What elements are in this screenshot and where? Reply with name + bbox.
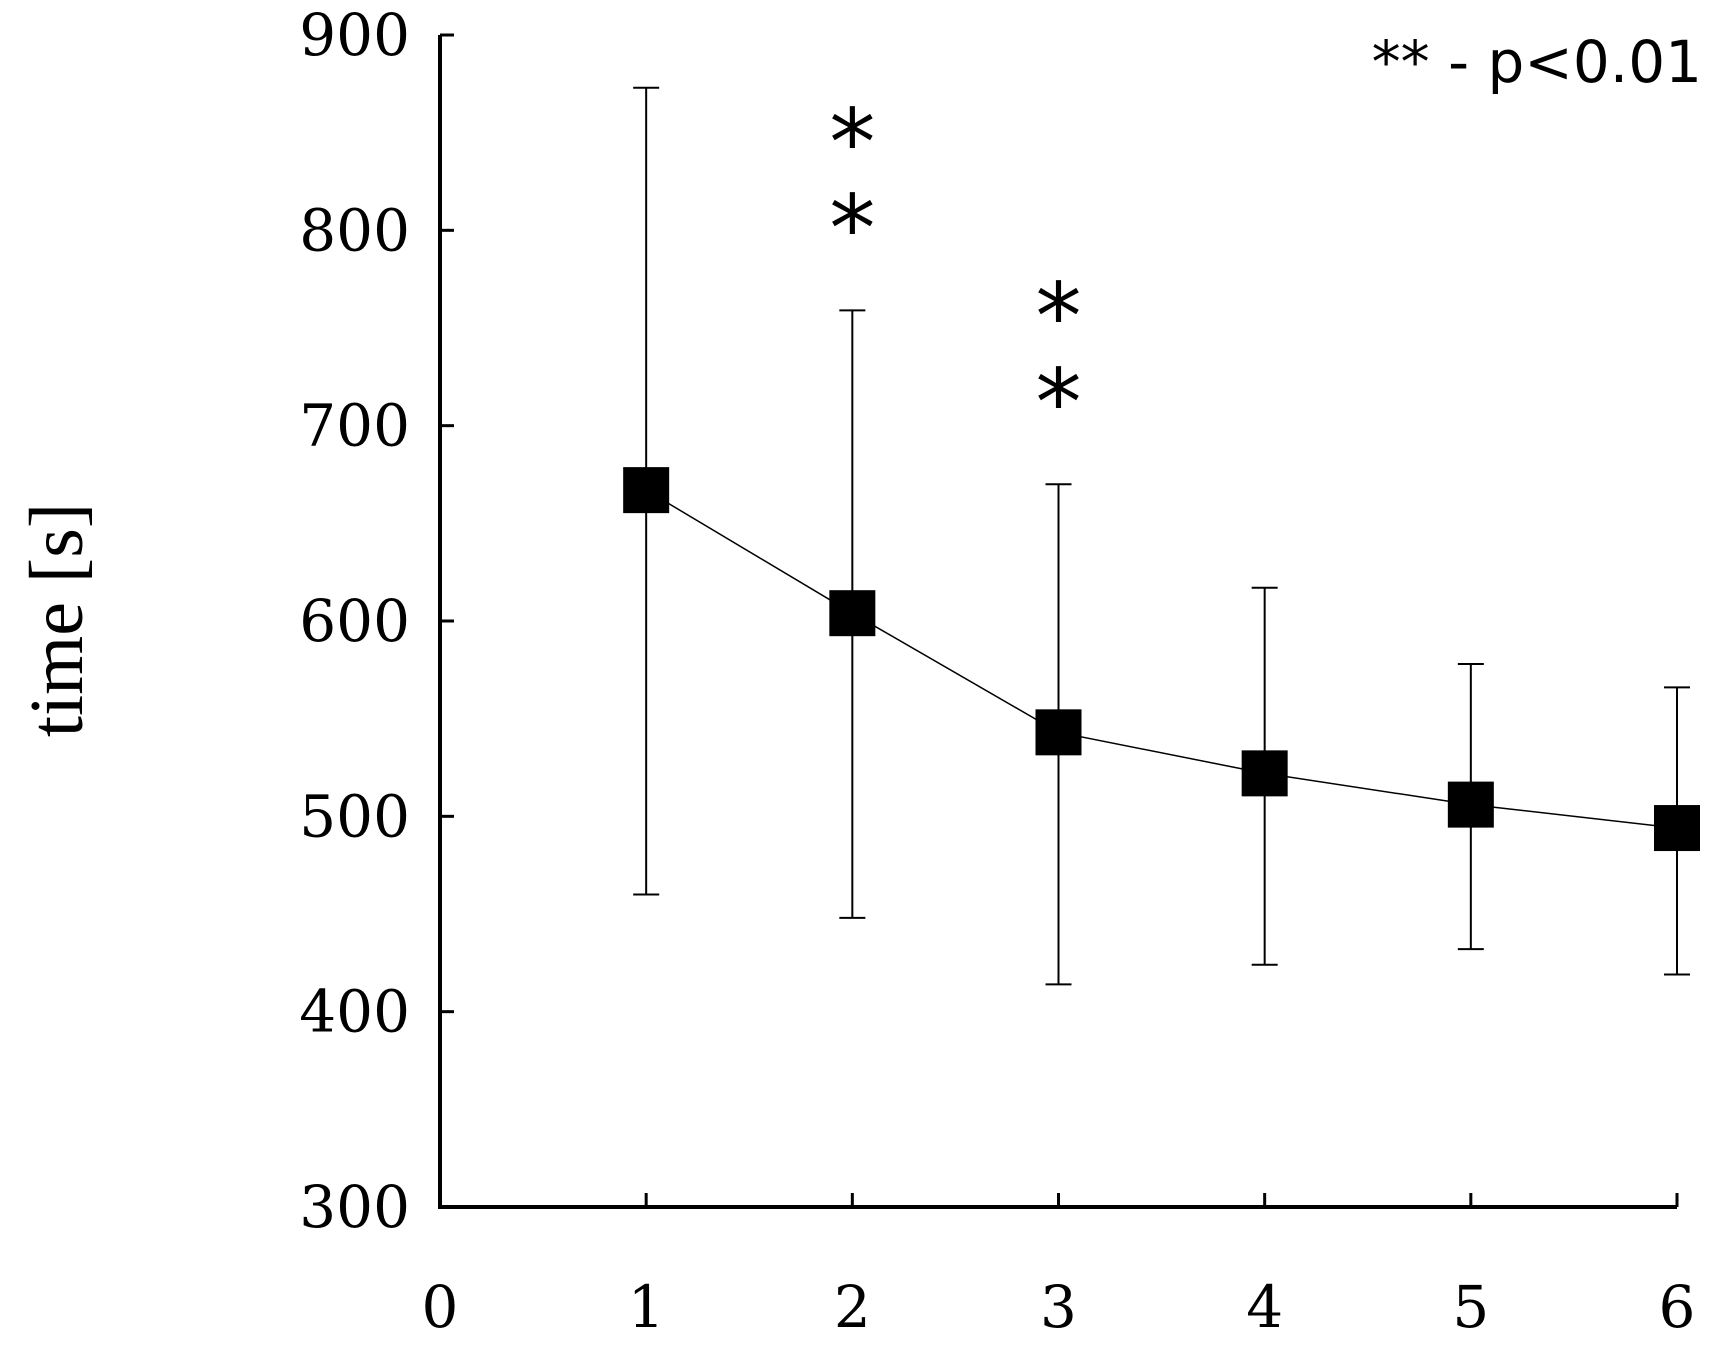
tick-marks <box>438 33 1679 1209</box>
x-tick-label: 6 <box>1659 1273 1696 1341</box>
data-point-marker <box>829 590 876 637</box>
y-tick-label: 500 <box>299 782 410 850</box>
x-tick-label: 3 <box>1040 1273 1077 1341</box>
y-tick-label: 900 <box>299 1 410 69</box>
data-point-marker <box>1035 709 1082 756</box>
error-bars <box>633 86 1690 986</box>
significance-star: * <box>829 89 875 196</box>
x-tick-label: 2 <box>834 1273 871 1341</box>
markers <box>623 467 1700 852</box>
significance-star: * <box>1036 349 1082 456</box>
series-line <box>645 489 1678 829</box>
y-tick-label: 700 <box>299 392 410 460</box>
x-tick-label: 4 <box>1246 1273 1283 1341</box>
y-tick-label: 400 <box>299 978 410 1046</box>
data-point-marker <box>623 467 670 514</box>
significance-note: ** - p<0.01 <box>1372 28 1702 96</box>
significance-star: * <box>1036 263 1082 370</box>
y-tick-label: 800 <box>299 196 410 264</box>
y-tick-label: 300 <box>299 1173 410 1241</box>
series-line-group <box>645 489 1678 829</box>
y-tick-label: 600 <box>299 587 410 655</box>
data-point-marker <box>1447 781 1494 828</box>
x-tick-labels: 0 1 2 3 4 5 6 <box>422 1273 1696 1341</box>
x-tick-label: 5 <box>1452 1273 1489 1341</box>
y-axis-title: time [s] <box>15 503 99 737</box>
significance-markers: **** <box>829 89 1081 456</box>
data-point-marker <box>1654 805 1700 852</box>
data-point-marker <box>1241 750 1288 797</box>
y-tick-labels: 300 400 500 600 700 800 900 <box>299 1 410 1241</box>
significance-star: * <box>829 175 875 282</box>
x-tick-label: 0 <box>422 1273 459 1341</box>
x-tick-label: 1 <box>628 1273 665 1341</box>
